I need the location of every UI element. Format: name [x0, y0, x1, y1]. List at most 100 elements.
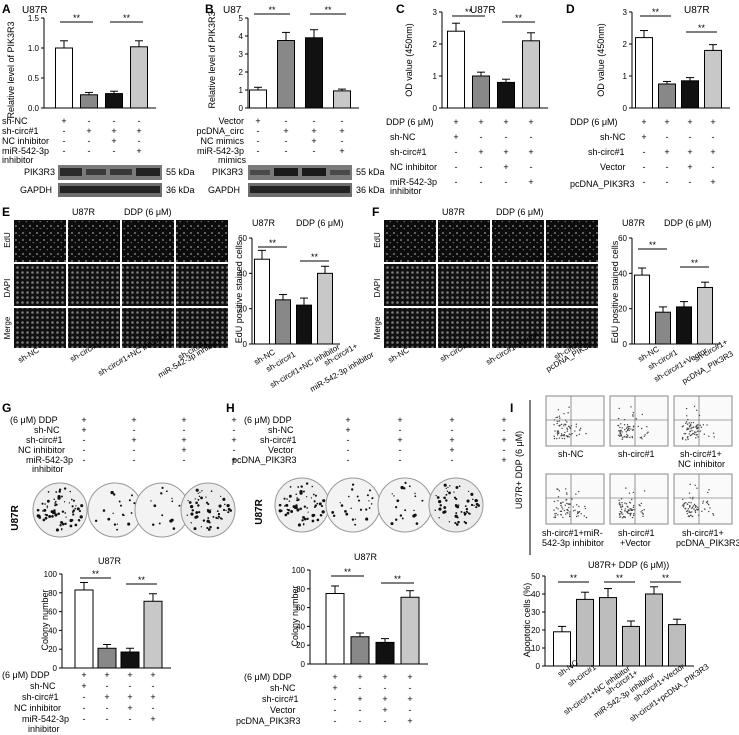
flow-event [575, 426, 578, 428]
flow-event [575, 434, 578, 437]
panel-g-bottom-row-labels: (6 μM) DDP sh-NC sh-circ#1 NC inhibitor … [2, 670, 69, 734]
colony-dot [448, 521, 451, 523]
significance-marker: ** [344, 567, 352, 577]
flow-event [554, 515, 556, 517]
flow-event [567, 509, 569, 512]
colony-dot [396, 499, 400, 503]
bar [143, 600, 163, 669]
colony-dot [354, 523, 357, 526]
condition-sign: - [88, 146, 91, 156]
flow-event [702, 502, 704, 504]
panel-h-side-label: U87R [254, 498, 265, 524]
condition-sign: - [88, 116, 91, 126]
flow-event [691, 426, 693, 429]
flow-event [564, 488, 567, 490]
flow-event [566, 427, 568, 429]
flow-event [565, 492, 568, 494]
flow-label: 542-3p inhibitor [542, 538, 604, 548]
y-tick-label: 1 [433, 72, 438, 81]
colony-dot [205, 501, 209, 504]
colony-dot [42, 510, 44, 512]
row-label: sh-NC [600, 132, 626, 142]
panel-d-row-labels: DDP (6 μM) sh-NC sh-circ#1 Vector pcDNA_… [570, 117, 635, 189]
row-label: (6 μM) DDP [244, 672, 292, 682]
panel-g-bars [74, 581, 163, 669]
colony-dot [460, 510, 463, 513]
row-label: (6 μM) DDP [2, 670, 50, 680]
panel-e-title: U87R [72, 207, 96, 217]
flow-event [693, 433, 696, 435]
condition-sign: - [505, 177, 508, 187]
flow-event [557, 431, 560, 433]
colony-dot [477, 504, 481, 507]
condition-sign: + [181, 415, 186, 425]
panel-b-title: U87 [223, 5, 242, 16]
bar [522, 40, 540, 109]
condition-sign: + [503, 162, 508, 172]
flow-event [618, 430, 620, 432]
flow-event [631, 435, 633, 438]
panel-b-ylabel: Relative level of PIK3R3 [207, 11, 217, 108]
colony-dot [80, 504, 84, 508]
colony-dot [130, 512, 133, 514]
flow-event [707, 503, 710, 506]
colony-dot [60, 520, 64, 524]
y-tick-label: 4 [239, 32, 244, 41]
flow-event [629, 514, 632, 516]
colony-dot [197, 498, 200, 501]
flow-event [641, 413, 644, 416]
colony-dot [54, 500, 57, 503]
flow-event [621, 431, 623, 433]
y-tick-label: 0 [433, 104, 438, 113]
panel-letter-g: G [2, 401, 11, 415]
condition-sign: + [111, 136, 116, 146]
flow-event [576, 504, 578, 506]
flow-event [566, 502, 568, 505]
condition-sign: - [359, 683, 362, 693]
flow-event [561, 506, 563, 508]
flow-event [712, 513, 714, 515]
flow-event [556, 422, 558, 425]
y-tick-label: 2 [623, 40, 628, 49]
flow-event [694, 511, 697, 514]
flow-event [574, 430, 576, 432]
y-tick-label: 1 [239, 86, 244, 95]
row-label: NC inhibitor [390, 162, 437, 172]
flow-event [575, 423, 578, 425]
colony-dot [72, 513, 75, 516]
flow-event [619, 429, 622, 432]
image-row-label: Merge [3, 316, 12, 339]
y-tick-label: 1.5 [28, 14, 40, 23]
flow-event [686, 415, 688, 417]
colony-dot [47, 491, 50, 493]
significance-marker: ** [138, 575, 146, 585]
flow-event [692, 426, 695, 429]
flow-event [583, 515, 586, 517]
flow-event [701, 510, 703, 513]
colony-dot [116, 528, 119, 531]
colony-dot [445, 493, 448, 496]
colony-dot [57, 495, 61, 499]
colony-dot [466, 511, 469, 513]
flow-event [555, 507, 558, 509]
bar [400, 596, 420, 665]
panel-letter-d: D [566, 2, 575, 16]
bar [645, 593, 663, 667]
panel-g-top-row-labels: (6 μM) DDP sh-NC sh-circ#1 NC inhibitor … [10, 415, 73, 474]
flow-event [691, 511, 693, 513]
colony-dot [209, 525, 212, 529]
flow-event [647, 431, 649, 433]
flow-event [558, 415, 561, 417]
colony-dot [357, 499, 361, 502]
flow-event [698, 514, 700, 517]
panel-e-ddp: DDP (6 μM) [124, 207, 172, 217]
flow-event [553, 424, 555, 426]
flow-event [620, 506, 622, 508]
y-tick-label: 30 [531, 608, 540, 617]
significance-marker: ** [92, 569, 100, 579]
flow-event [626, 510, 629, 513]
colony-dot [58, 490, 61, 493]
panel-letter-e: E [2, 205, 10, 219]
condition-sign: + [478, 117, 483, 127]
colony-dot [188, 501, 192, 504]
